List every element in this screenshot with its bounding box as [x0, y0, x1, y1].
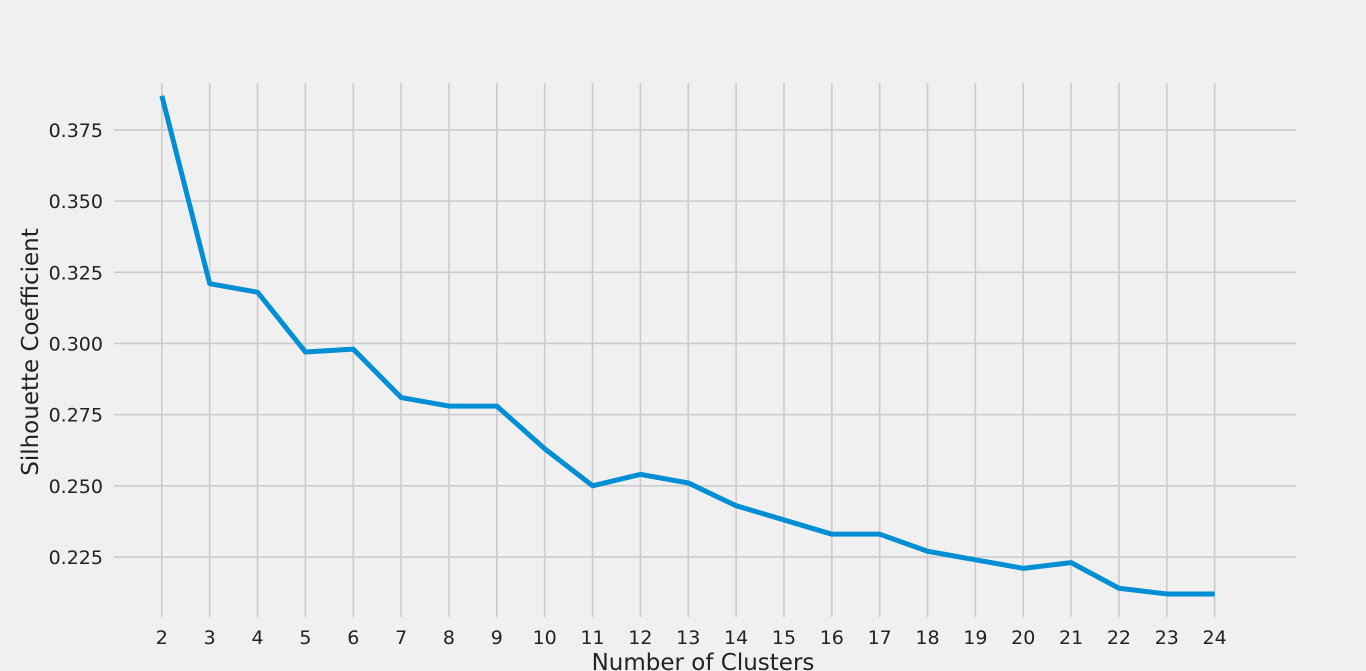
x-tick-label: 9 [491, 627, 503, 649]
x-tick-label: 15 [772, 627, 796, 649]
x-tick-label: 2 [156, 627, 168, 649]
x-tick-label: 3 [204, 627, 216, 649]
y-tick-label: 0.375 [49, 120, 103, 142]
x-tick-label: 19 [963, 627, 987, 649]
y-tick-label: 0.250 [49, 476, 103, 498]
x-tick-label: 12 [628, 627, 652, 649]
x-tick-label: 18 [915, 627, 939, 649]
grid [114, 83, 1296, 617]
series-line [159, 95, 1215, 597]
series-layer [159, 95, 1215, 597]
x-tick-label: 24 [1203, 627, 1227, 649]
x-tick-label: 17 [868, 627, 892, 649]
y-tick-label: 0.300 [49, 333, 103, 355]
x-tick-label: 8 [443, 627, 455, 649]
x-tick-label: 13 [676, 627, 700, 649]
y-tick-label: 0.325 [49, 262, 103, 284]
y-axis-ticks: 0.225 0.250 0.275 0.300 0.325 0.350 0.375 [49, 120, 103, 569]
x-axis-ticks: 2 3 4 5 6 7 8 9 10 11 12 13 14 15 16 17 18 19 20 21 22 23 24 [156, 627, 1227, 649]
x-tick-label: 16 [820, 627, 844, 649]
x-tick-label: 11 [580, 627, 604, 649]
y-tick-label: 0.350 [49, 191, 103, 213]
x-tick-label: 10 [533, 627, 557, 649]
x-tick-label: 6 [347, 627, 359, 649]
y-axis-label: Silhouette Coefficient [18, 228, 44, 476]
x-tick-label: 5 [299, 627, 311, 649]
x-tick-label: 22 [1107, 627, 1131, 649]
x-tick-label: 7 [395, 627, 407, 649]
x-tick-label: 21 [1059, 627, 1083, 649]
x-tick-label: 23 [1155, 627, 1179, 649]
x-tick-label: 14 [724, 627, 748, 649]
x-tick-label: 4 [252, 627, 264, 649]
x-tick-label: 20 [1011, 627, 1035, 649]
y-tick-label: 0.225 [49, 547, 103, 569]
y-tick-label: 0.275 [49, 405, 103, 427]
x-axis-label: Number of Clusters [592, 650, 815, 671]
